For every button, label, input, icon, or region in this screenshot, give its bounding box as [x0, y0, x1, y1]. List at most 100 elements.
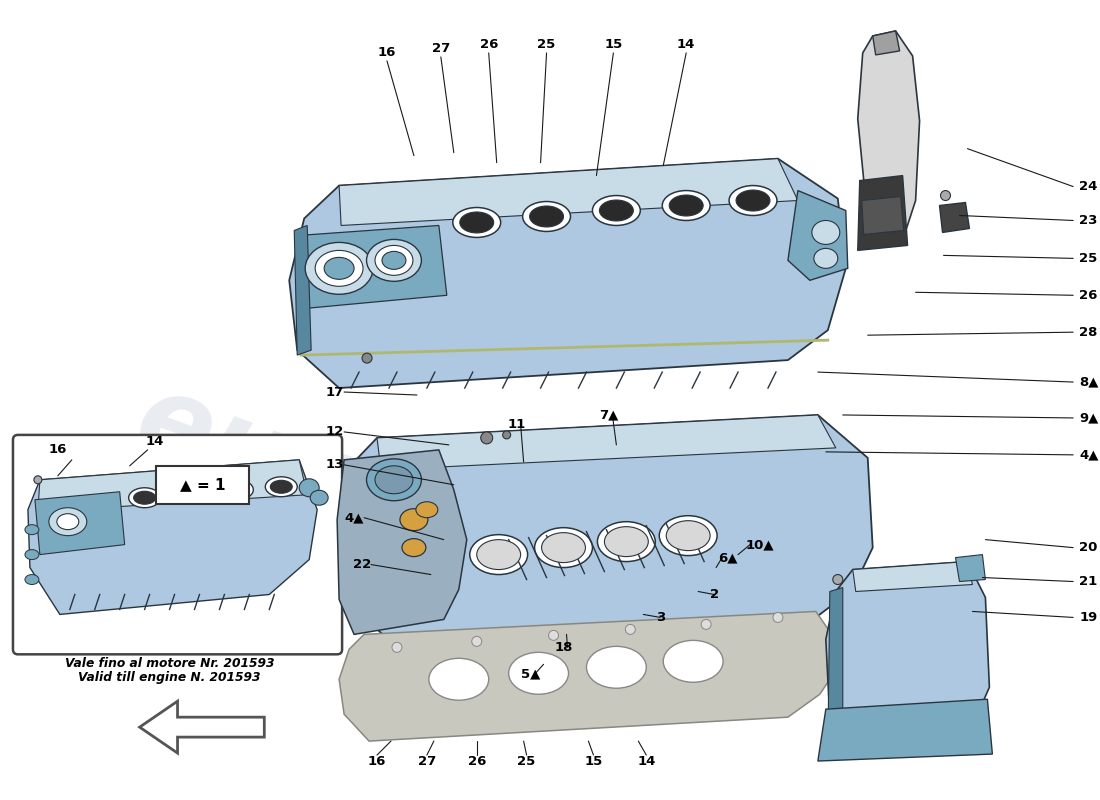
Circle shape [701, 619, 711, 630]
Text: 26: 26 [480, 38, 498, 51]
Text: 26: 26 [1079, 289, 1098, 302]
Ellipse shape [476, 540, 520, 570]
Ellipse shape [227, 483, 249, 496]
Polygon shape [852, 562, 972, 591]
Ellipse shape [736, 190, 770, 211]
Ellipse shape [402, 538, 426, 557]
Polygon shape [872, 31, 900, 55]
Text: 6▲: 6▲ [718, 551, 738, 564]
Text: 17: 17 [326, 386, 344, 398]
Ellipse shape [221, 480, 253, 500]
Polygon shape [339, 158, 798, 226]
Circle shape [549, 630, 559, 640]
Text: 3: 3 [657, 611, 665, 624]
Polygon shape [861, 197, 903, 234]
Ellipse shape [180, 487, 202, 500]
Ellipse shape [305, 242, 373, 294]
Polygon shape [294, 226, 311, 355]
Circle shape [626, 625, 636, 634]
Polygon shape [956, 554, 986, 582]
Text: 28: 28 [1079, 326, 1098, 338]
Ellipse shape [316, 250, 363, 286]
Ellipse shape [25, 550, 39, 559]
Ellipse shape [375, 466, 412, 494]
Text: 27: 27 [418, 754, 436, 767]
Text: 4▲: 4▲ [1079, 448, 1099, 462]
Ellipse shape [669, 195, 703, 216]
Ellipse shape [429, 658, 488, 700]
Text: 4▲: 4▲ [344, 511, 364, 524]
Circle shape [392, 642, 402, 652]
Text: 11: 11 [507, 418, 526, 431]
Ellipse shape [586, 646, 647, 688]
Text: passion for: passion for [240, 531, 518, 667]
Polygon shape [35, 492, 124, 554]
Ellipse shape [265, 477, 297, 497]
Polygon shape [37, 460, 307, 512]
Ellipse shape [366, 459, 421, 501]
Ellipse shape [522, 202, 571, 231]
Text: 13: 13 [326, 458, 344, 471]
Circle shape [503, 431, 510, 439]
Text: 27: 27 [431, 42, 450, 55]
Polygon shape [299, 226, 447, 308]
Circle shape [940, 190, 950, 201]
Ellipse shape [57, 514, 79, 530]
Text: 8▲: 8▲ [1079, 375, 1099, 389]
Text: 9▲: 9▲ [1079, 411, 1099, 425]
Ellipse shape [508, 652, 569, 694]
Text: ▲ = 1: ▲ = 1 [179, 478, 226, 492]
Text: 2: 2 [711, 588, 719, 601]
Ellipse shape [814, 248, 838, 268]
Text: 26: 26 [468, 754, 486, 767]
Ellipse shape [597, 522, 656, 562]
Text: 15: 15 [604, 38, 623, 51]
Ellipse shape [453, 207, 500, 238]
FancyBboxPatch shape [13, 435, 342, 654]
Ellipse shape [529, 206, 563, 227]
Circle shape [34, 476, 42, 484]
Text: 20: 20 [1079, 541, 1098, 554]
Text: 22: 22 [353, 558, 371, 571]
Circle shape [773, 613, 783, 622]
Ellipse shape [729, 186, 777, 215]
Ellipse shape [400, 509, 428, 530]
Text: 7▲: 7▲ [598, 409, 618, 422]
Ellipse shape [659, 516, 717, 555]
Ellipse shape [299, 478, 319, 497]
Polygon shape [788, 190, 848, 280]
Text: 24: 24 [1079, 180, 1098, 193]
Ellipse shape [25, 574, 39, 585]
Text: 15: 15 [584, 754, 603, 767]
Ellipse shape [382, 251, 406, 270]
Ellipse shape [535, 528, 593, 567]
Text: 21: 21 [1079, 575, 1098, 588]
Text: 16: 16 [377, 46, 396, 59]
Text: 14: 14 [145, 435, 164, 448]
Ellipse shape [662, 190, 711, 221]
Text: 10▲: 10▲ [746, 538, 774, 551]
Text: 5▲: 5▲ [521, 668, 540, 681]
Polygon shape [377, 415, 836, 470]
Ellipse shape [176, 484, 208, 504]
Text: 25: 25 [1079, 252, 1098, 265]
Ellipse shape [375, 246, 412, 275]
FancyBboxPatch shape [155, 466, 250, 504]
Ellipse shape [366, 239, 421, 282]
Circle shape [833, 574, 843, 585]
Polygon shape [939, 202, 969, 233]
Ellipse shape [416, 502, 438, 518]
Text: 12: 12 [326, 426, 344, 438]
Text: Valid till engine N. 201593: Valid till engine N. 201593 [78, 671, 261, 684]
Ellipse shape [600, 200, 634, 221]
Ellipse shape [663, 640, 723, 682]
Ellipse shape [25, 525, 39, 534]
Polygon shape [289, 158, 846, 388]
Text: 25: 25 [538, 38, 556, 51]
Polygon shape [858, 175, 907, 250]
Text: 16: 16 [48, 443, 67, 456]
Text: 19: 19 [1079, 611, 1098, 624]
Text: 25: 25 [517, 754, 536, 767]
Text: europarts: europarts [122, 364, 736, 675]
Text: Vale fino al motore Nr. 201593: Vale fino al motore Nr. 201593 [65, 658, 274, 670]
